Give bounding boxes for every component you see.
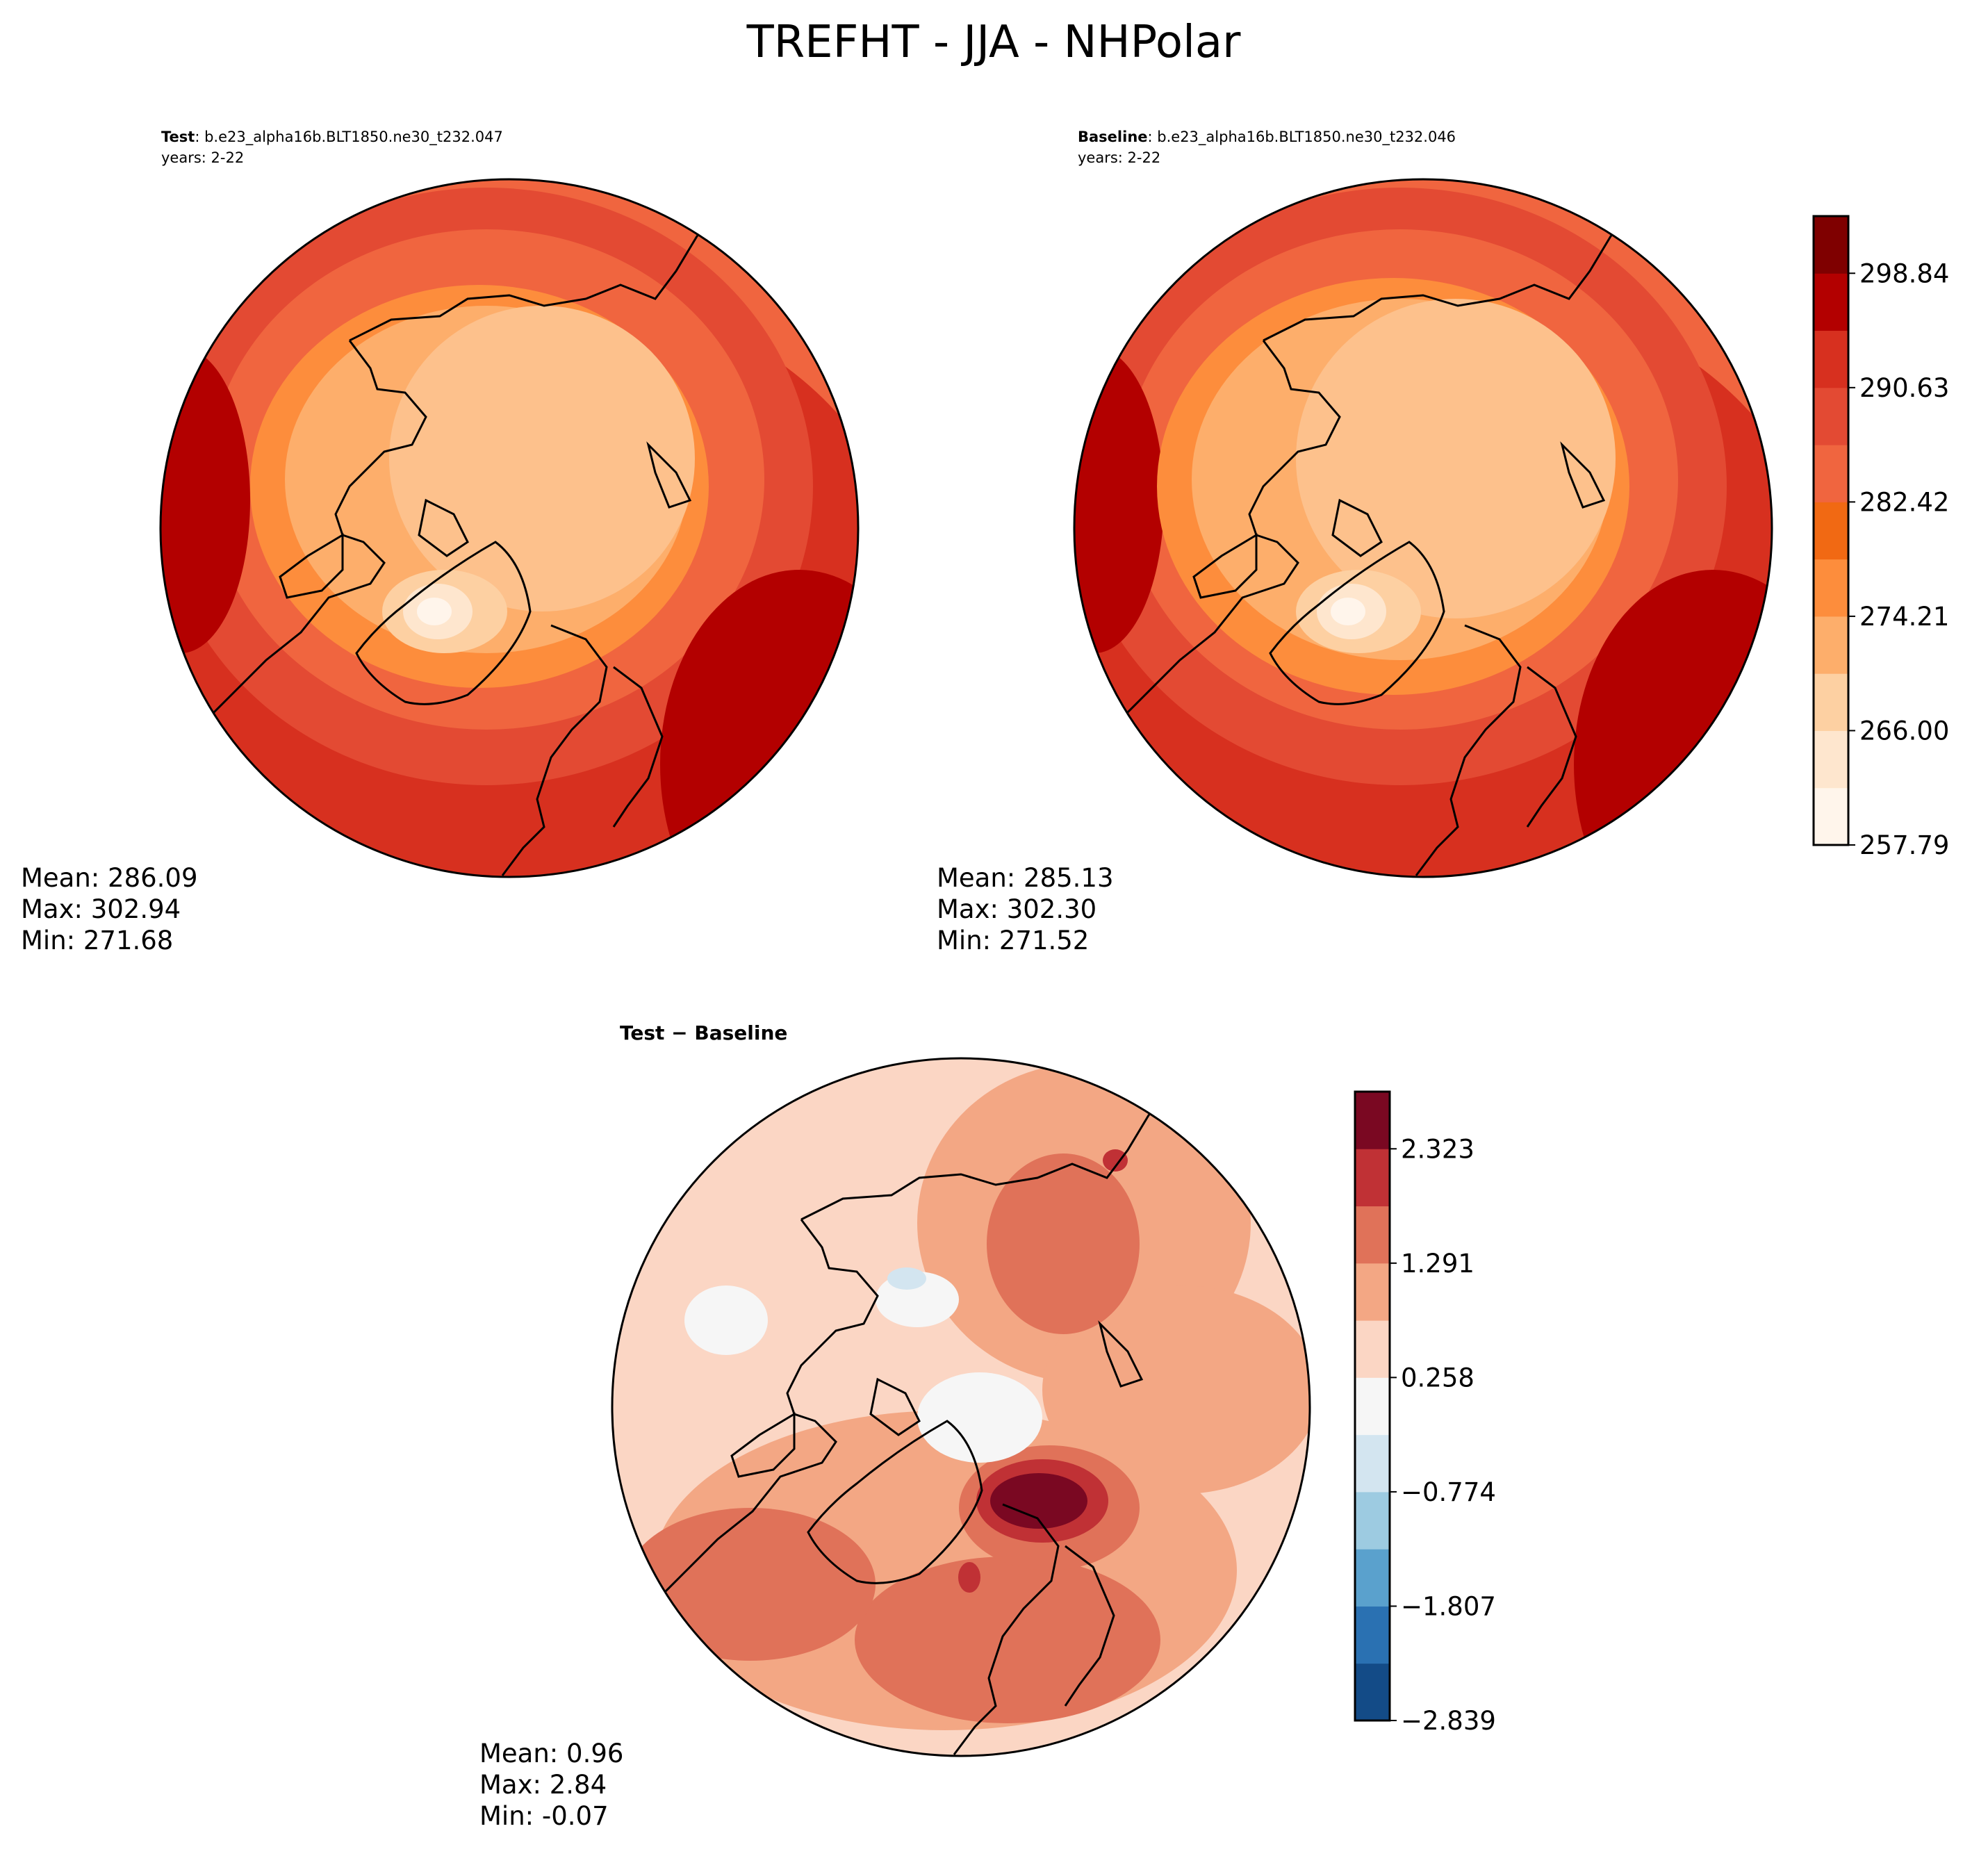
test-map — [161, 179, 858, 877]
colorbar-difference-segment — [1355, 1434, 1390, 1493]
colorbar-difference-tick-label: −2.839 — [1401, 1706, 1496, 1736]
test-mean: Mean: 286.09 — [21, 863, 198, 893]
colorbar-main-tick-label: 290.63 — [1859, 373, 1949, 403]
colorbar-main-segment — [1814, 330, 1848, 388]
baseline-panel-years: years: 2-22 — [1078, 149, 1160, 166]
colorbar-difference-outline — [1354, 1090, 1391, 1722]
colorbar-main-tick-label: 282.42 — [1859, 487, 1949, 517]
colorbar-difference-tick-label: 0.258 — [1401, 1363, 1474, 1393]
colorbar-difference-segment — [1355, 1149, 1390, 1207]
colorbar-main-tick-label: 298.84 — [1859, 258, 1949, 288]
baseline-label-bold: Baseline — [1078, 129, 1148, 145]
colorbar-main: 298.84 290.63 282.42 274.21 266.00 257.79 — [1812, 215, 1949, 860]
colorbar-main-segment — [1814, 787, 1848, 846]
difference-panel: Test − Baseline Mean: 0.96 Max: 2.84 Min… — [479, 1021, 1311, 1831]
baseline-map — [1074, 179, 1772, 877]
colorbar-difference-segment — [1355, 1549, 1390, 1607]
colorbar-main-segment — [1814, 445, 1848, 502]
colorbar-difference-segment — [1355, 1320, 1390, 1378]
baseline-mean: Mean: 285.13 — [937, 863, 1114, 893]
difference-mean: Mean: 0.96 — [479, 1739, 623, 1768]
colorbar-difference-tick-label: −0.774 — [1401, 1477, 1496, 1507]
baseline-map-boundary — [1073, 178, 1773, 878]
colorbar-difference-segment — [1355, 1606, 1390, 1664]
colorbar-main-segment — [1814, 673, 1848, 731]
colorbar-main-segment — [1814, 730, 1848, 789]
colorbar-main-segment — [1814, 559, 1848, 617]
baseline-label-rest: : b.e23_alpha16b.BLT1850.ne30_t232.046 — [1148, 129, 1456, 146]
colorbar-difference: 2.323 1.291 0.258 −0.774 −1.807 −2.839 — [1354, 1090, 1496, 1736]
test-min: Min: 271.68 — [21, 926, 173, 955]
difference-map-boundary — [611, 1057, 1311, 1757]
test-panel: Test: b.e23_alpha16b.BLT1850.ne30_t232.0… — [21, 129, 860, 955]
test-label-bold: Test — [161, 129, 195, 145]
colorbar-difference-tick-label: 1.291 — [1401, 1249, 1474, 1279]
colorbar-main-outline — [1812, 215, 1850, 846]
colorbar-main-tick-label: 274.21 — [1859, 602, 1949, 632]
colorbar-main-tick-label: 266.00 — [1859, 716, 1949, 746]
colorbar-main-segment — [1814, 273, 1848, 331]
colorbar-difference-tick-label: −1.807 — [1401, 1591, 1496, 1621]
colorbar-main-segment — [1814, 616, 1848, 674]
baseline-panel: Baseline: b.e23_alpha16b.BLT1850.ne30_t2… — [937, 129, 1773, 955]
colorbar-main-segment — [1814, 502, 1848, 560]
colorbar-main-segment — [1814, 387, 1848, 445]
test-panel-years: years: 2-22 — [161, 149, 244, 166]
colorbar-difference-segment — [1355, 1092, 1390, 1149]
test-max: Max: 302.94 — [21, 894, 181, 924]
baseline-max: Max: 302.30 — [937, 894, 1096, 924]
colorbar-main-segment — [1814, 216, 1848, 274]
colorbar-difference-segment — [1355, 1377, 1390, 1436]
baseline-min: Min: 271.52 — [937, 926, 1089, 955]
test-panel-label: Test: b.e23_alpha16b.BLT1850.ne30_t232.0… — [161, 129, 503, 146]
colorbar-difference-segment — [1355, 1263, 1390, 1321]
colorbar-difference-segment — [1355, 1663, 1390, 1721]
test-map-boundary — [159, 178, 860, 878]
difference-max: Max: 2.84 — [479, 1770, 607, 1800]
difference-panel-label: Test − Baseline — [620, 1021, 787, 1044]
difference-map — [612, 1058, 1310, 1756]
colorbar-main-tick-label: 257.79 — [1859, 830, 1949, 860]
colorbar-difference-segment — [1355, 1206, 1390, 1264]
test-label-rest: : b.e23_alpha16b.BLT1850.ne30_t232.047 — [195, 129, 503, 146]
baseline-panel-label: Baseline: b.e23_alpha16b.BLT1850.ne30_t2… — [1078, 129, 1456, 146]
colorbar-difference-segment — [1355, 1491, 1390, 1550]
colorbar-difference-tick-label: 2.323 — [1401, 1134, 1474, 1164]
difference-min: Min: -0.07 — [479, 1801, 609, 1831]
figure-title: TREFHT - JJA - NHPolar — [746, 17, 1241, 68]
